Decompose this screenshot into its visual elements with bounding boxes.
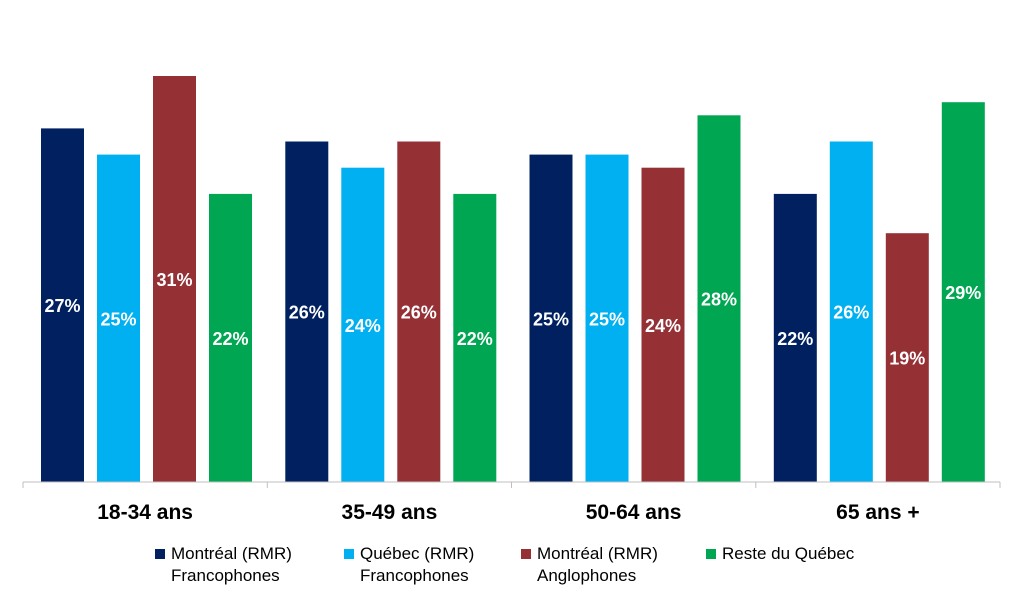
legend-label-line: Anglophones [537,566,637,585]
legend-swatch [344,549,354,559]
legend-label: Reste du Québec [722,543,854,565]
legend-label-line: Reste du Québec [722,544,855,563]
data-label: 31% [156,270,192,290]
bar-s3-35-49-ans [397,141,441,482]
bar-s4-50-64-ans [697,115,741,483]
legend-item: Montréal (RMR) Anglophones [521,543,658,587]
legend-label-line: Montréal (RMR) [171,544,292,563]
data-label: 25% [589,309,625,329]
bar-chart: 27% 26% 25% 22% 25% 24% 25% 26% 31% 26% 24% 19% 22% 2… [22,76,1001,524]
x-tick-label: 65 ans + [836,501,919,524]
bar-s4-18-34-ans [209,193,252,482]
data-label: 22% [457,329,493,349]
x-tick-label: 35-49 ans [342,501,438,524]
data-label: 24% [345,316,381,336]
data-label: 28% [701,290,737,310]
data-label: 22% [777,329,813,349]
legend-label: Montréal (RMR) Anglophones [537,543,658,587]
legend-swatch [155,549,165,559]
legend-label-line: Francophones [360,566,469,585]
data-label: 25% [100,309,136,329]
bar-s1-50-64-ans [529,154,573,482]
legend-item: Montréal (RMR) Francophones [155,543,292,587]
data-label: 26% [401,303,437,323]
data-label: 27% [44,296,80,316]
data-label: 26% [289,303,325,323]
bar-s2-35-49-ans [341,167,385,482]
bar-s3-65-ans- [885,233,929,482]
bar-s2-50-64-ans [585,154,629,482]
x-tick-label: 50-64 ans [586,501,682,524]
bar-s3-18-34-ans [153,76,196,482]
legend-swatch [521,549,531,559]
legend-label-line: Francophones [171,566,280,585]
legend-label: Montréal (RMR) Francophones [171,543,292,587]
bar-s3-50-64-ans [641,167,685,482]
data-label: 19% [889,349,925,369]
data-label: 24% [645,316,681,336]
data-label: 26% [833,303,869,323]
bar-s4-35-49-ans [453,193,497,482]
data-label: 29% [945,283,981,303]
legend-item: Québec (RMR) Francophones [344,543,474,587]
data-label: 22% [212,329,248,349]
bar-s1-18-34-ans [41,128,84,482]
bar-s1-65-ans- [773,193,817,482]
x-tick-label: 18-34 ans [97,501,193,524]
legend-label-line: Montréal (RMR) [537,544,658,563]
bar-s1-35-49-ans [285,141,329,482]
data-label: 25% [533,309,569,329]
bar-s4-65-ans- [941,102,985,482]
legend-swatch [706,549,716,559]
bar-s2-18-34-ans [97,154,140,482]
legend-label-line: Québec (RMR) [360,544,475,563]
chart-legend: Montréal (RMR) Francophones Québec (RMR) Fr… [0,543,1024,603]
legend-label: Québec (RMR) Francophones [360,543,474,587]
legend-item: Reste du Québec [706,543,854,565]
bar-s2-65-ans- [829,141,873,482]
